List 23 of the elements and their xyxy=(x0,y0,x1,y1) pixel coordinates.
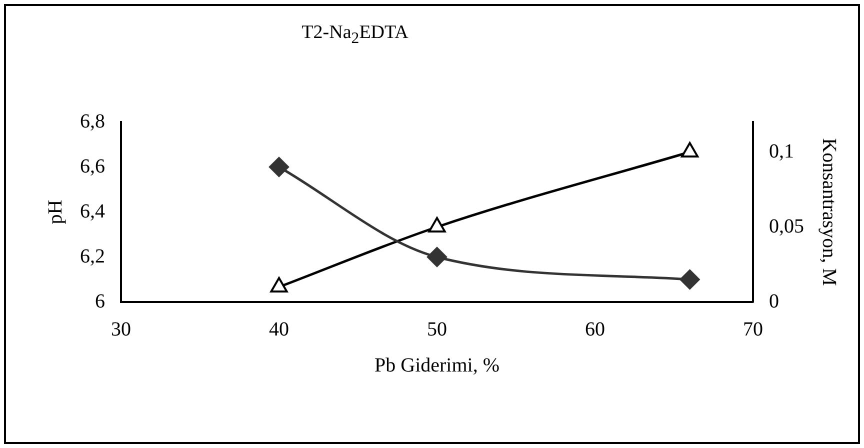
x-tick-label: 40 xyxy=(269,318,289,340)
x-axis-title: Pb Giderimi, % xyxy=(374,354,500,376)
y2-tick-label: 0 xyxy=(769,290,779,312)
x-tick-label: 50 xyxy=(427,318,447,340)
x-tick-label: 30 xyxy=(111,318,131,340)
y2-axis-title: Konsantrasyon, M xyxy=(818,138,840,286)
y-tick-label: 6,8 xyxy=(80,110,105,132)
point xyxy=(427,247,447,267)
point xyxy=(428,217,446,232)
y-tick-label: 6,2 xyxy=(80,245,105,268)
y2-tick-label: 0,05 xyxy=(769,215,804,238)
point xyxy=(680,270,700,290)
chart-title: T2-Na$_{2}$EDTA xyxy=(300,22,410,48)
y-axis-title: pH xyxy=(44,200,66,224)
y2-tick-label: 0,1 xyxy=(769,140,794,162)
y-tick-label: 6,4 xyxy=(80,200,105,222)
x-tick-label: 70 xyxy=(743,318,763,340)
y-tick-label: 6 xyxy=(95,290,105,312)
y-tick-label: 6,6 xyxy=(80,155,105,178)
point xyxy=(681,142,699,158)
point xyxy=(270,277,288,292)
x-tick-label: 60 xyxy=(585,318,605,340)
point xyxy=(269,157,289,177)
